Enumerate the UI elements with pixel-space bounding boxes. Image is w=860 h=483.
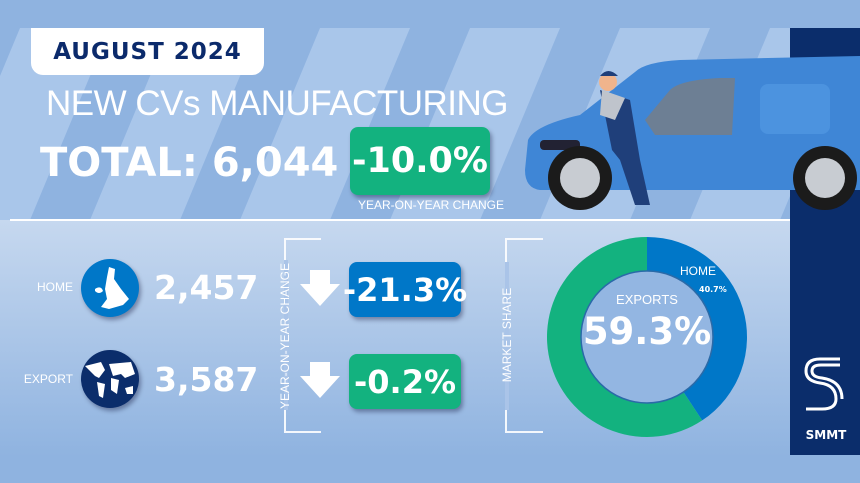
home-value: 2,457 xyxy=(154,268,259,307)
export-label: EXPORT xyxy=(23,372,73,386)
donut-slice-home xyxy=(647,237,747,421)
exports-center-label: EXPORTS xyxy=(616,292,678,307)
van-illustration xyxy=(525,56,860,210)
market-share-donut xyxy=(546,237,747,437)
date-badge: AUGUST 2024 xyxy=(31,28,264,75)
total-change-badge: -10.0% xyxy=(350,127,490,195)
export-value: 3,587 xyxy=(154,360,259,399)
divider xyxy=(10,219,790,221)
yoy-caption: YEAR-ON-YEAR CHANGE xyxy=(358,198,505,212)
exports-center-value: 59.3% xyxy=(582,310,712,353)
home-share-label: HOME xyxy=(680,264,716,278)
home-share-value: 40.7% xyxy=(699,285,727,294)
smmt-logo xyxy=(804,357,844,411)
globe-icon xyxy=(81,350,139,408)
total-value: TOTAL: 6,044 xyxy=(40,140,339,186)
uk-map-icon xyxy=(81,259,139,317)
market-share-label: MARKET SHARE xyxy=(500,287,514,383)
donut-hole xyxy=(580,270,714,404)
export-change-badge: -0.2% xyxy=(349,354,461,409)
yoy-vertical-label: YEAR-ON-YEAR CHANGE xyxy=(278,262,292,410)
page-title: NEW CVs MANUFACTURING xyxy=(46,84,509,123)
home-change-badge: -21.3% xyxy=(343,262,467,317)
smmt-logo-text: SMMT xyxy=(805,428,847,442)
arrow-down-icon xyxy=(300,270,340,306)
donut-slice-exports xyxy=(546,237,703,437)
home-label: HOME xyxy=(37,280,73,294)
mechanic-figure xyxy=(599,73,617,91)
arrow-down-icon xyxy=(300,362,340,398)
